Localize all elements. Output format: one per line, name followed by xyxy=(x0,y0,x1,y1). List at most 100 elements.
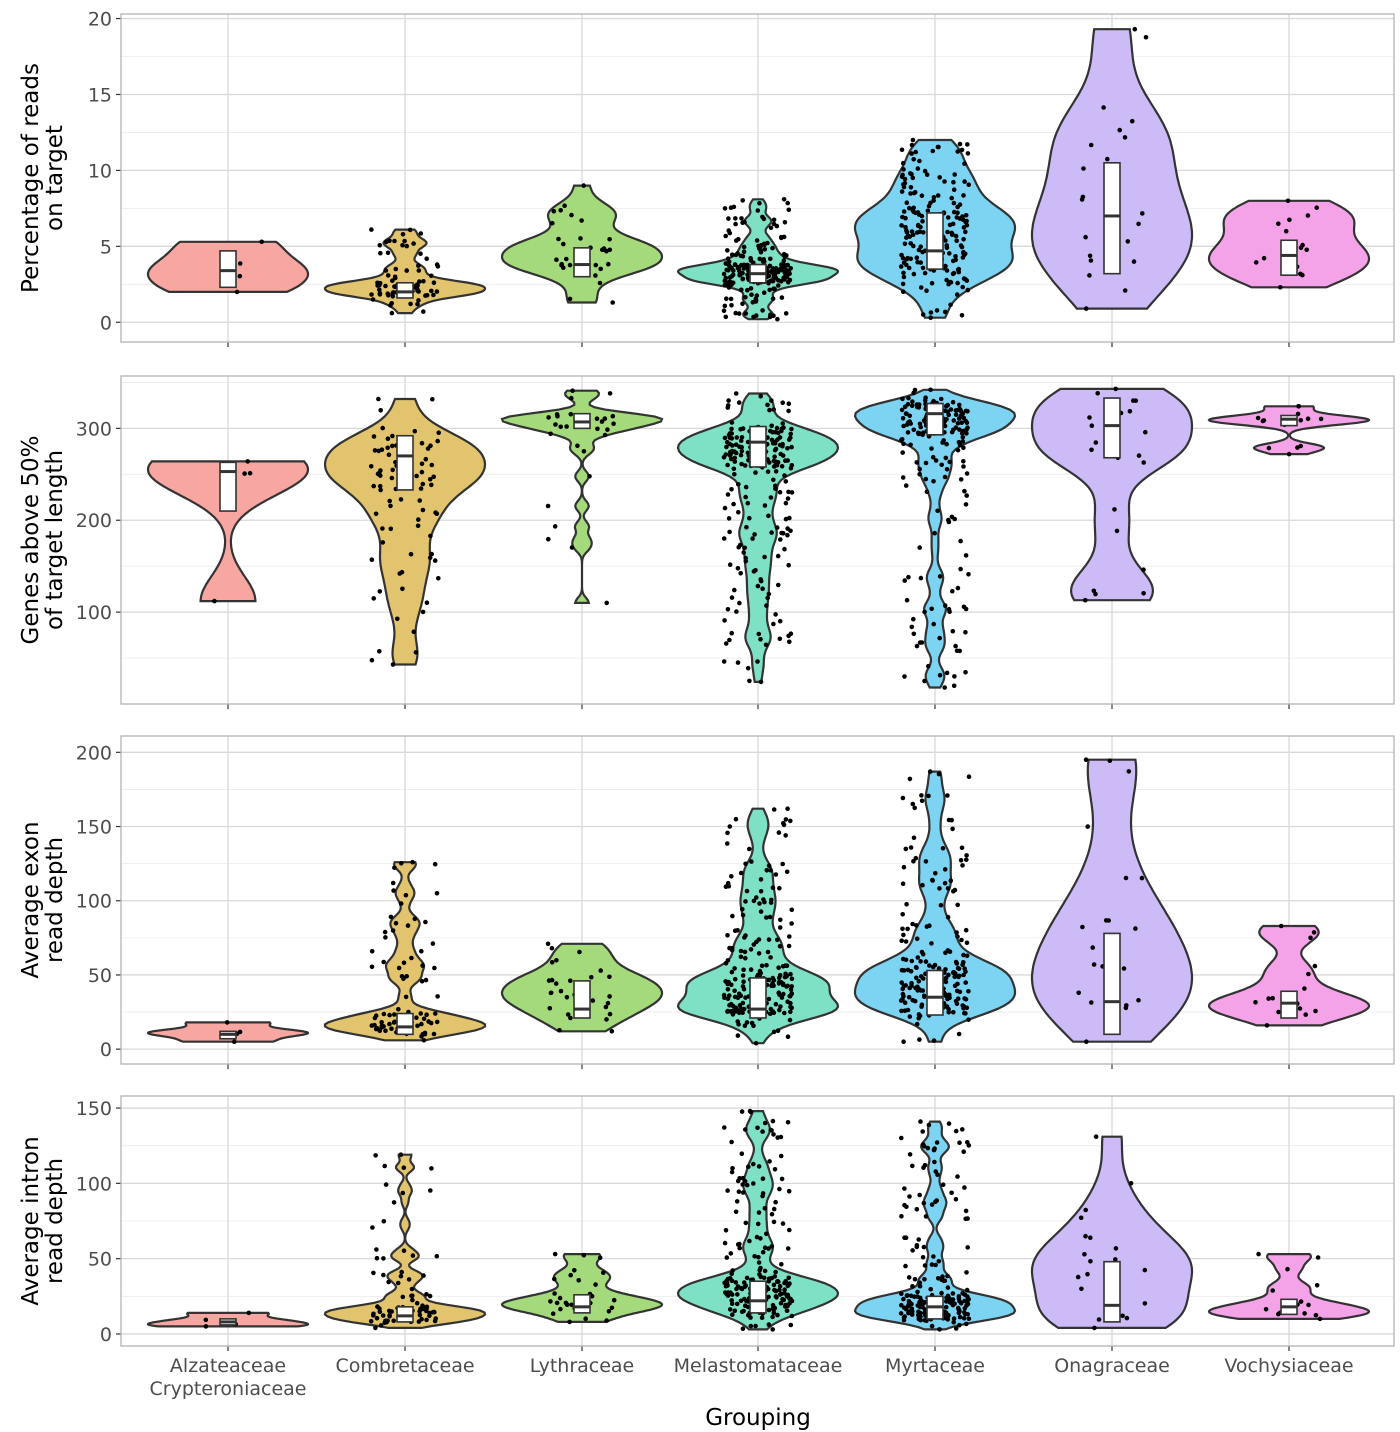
data-point xyxy=(759,242,764,248)
data-point xyxy=(960,284,965,290)
data-point xyxy=(602,432,608,438)
violin-shape xyxy=(500,389,664,604)
data-point xyxy=(595,426,600,432)
data-point xyxy=(722,995,727,1000)
data-point xyxy=(587,474,592,479)
data-point xyxy=(954,930,959,935)
data-point xyxy=(724,296,729,302)
data-point xyxy=(756,951,762,956)
data-point xyxy=(415,523,421,529)
data-point xyxy=(751,314,756,320)
data-point xyxy=(937,175,942,180)
data-point xyxy=(735,566,741,571)
data-point xyxy=(725,492,731,497)
data-point xyxy=(899,223,904,228)
data-point xyxy=(778,1300,784,1306)
data-point xyxy=(1120,1313,1125,1319)
data-point xyxy=(787,1227,792,1233)
data-point xyxy=(934,308,940,313)
data-point xyxy=(597,1255,603,1261)
data-point xyxy=(729,265,734,271)
data-point xyxy=(908,845,914,850)
data-point xyxy=(755,208,761,213)
data-point xyxy=(942,880,948,886)
data-point xyxy=(758,578,764,584)
data-point xyxy=(1318,416,1324,422)
data-point xyxy=(392,275,398,281)
data-point xyxy=(767,407,772,413)
data-point xyxy=(920,312,926,317)
data-point xyxy=(788,1000,793,1006)
data-point xyxy=(729,969,735,975)
data-point xyxy=(930,454,936,460)
data-point xyxy=(732,966,737,971)
data-point xyxy=(917,1192,922,1198)
data-point xyxy=(949,514,955,520)
group-5 xyxy=(853,137,1017,321)
data-point xyxy=(735,1292,740,1297)
data-point xyxy=(727,945,732,951)
data-point xyxy=(373,1153,378,1158)
data-point xyxy=(899,980,904,985)
data-point xyxy=(726,216,731,221)
data-point xyxy=(914,1244,920,1250)
y-tick-label: 100 xyxy=(76,1173,112,1195)
data-point xyxy=(1314,1283,1320,1288)
x-tick-label-line: Crypteroniaceae xyxy=(150,1378,307,1400)
data-point xyxy=(1127,409,1133,414)
data-point xyxy=(380,425,386,431)
y-tick-label: 5 xyxy=(100,236,112,258)
data-point xyxy=(900,160,906,166)
data-point xyxy=(765,240,770,246)
data-point xyxy=(376,396,381,402)
data-point xyxy=(762,503,768,508)
data-point xyxy=(907,205,912,211)
data-point xyxy=(1136,221,1141,227)
data-point xyxy=(383,283,388,289)
data-point xyxy=(915,1289,920,1295)
data-point xyxy=(548,990,554,996)
data-point xyxy=(738,542,743,548)
data-point xyxy=(911,616,916,622)
data-point xyxy=(1278,923,1284,929)
data-point xyxy=(963,996,969,1002)
data-point xyxy=(1095,391,1100,396)
data-point xyxy=(759,963,765,969)
data-point xyxy=(929,606,934,612)
data-point xyxy=(771,217,777,223)
data-point xyxy=(775,269,781,275)
data-point xyxy=(395,1280,401,1286)
y-axis-title-line: Average exon xyxy=(18,821,44,978)
data-point xyxy=(755,583,761,589)
data-point xyxy=(369,292,374,297)
data-point xyxy=(770,245,775,251)
data-point xyxy=(771,621,776,627)
data-point xyxy=(761,216,767,222)
data-point xyxy=(769,1211,775,1217)
data-point xyxy=(727,637,732,643)
data-point xyxy=(431,1031,437,1037)
data-point xyxy=(730,252,735,257)
violin-shape xyxy=(853,388,1017,689)
data-point xyxy=(381,959,387,965)
data-point xyxy=(943,455,949,461)
data-point xyxy=(378,487,383,493)
data-point xyxy=(385,436,391,442)
data-point xyxy=(1141,567,1146,572)
data-point xyxy=(1296,404,1301,409)
data-point xyxy=(783,971,788,977)
data-point xyxy=(390,433,395,439)
data-point xyxy=(749,292,754,298)
data-point xyxy=(740,1182,745,1187)
data-point xyxy=(940,1182,946,1187)
data-point xyxy=(1304,247,1309,253)
data-point xyxy=(723,641,729,646)
data-point xyxy=(576,1278,581,1283)
data-point xyxy=(557,1027,562,1033)
data-point xyxy=(759,1315,765,1320)
data-point xyxy=(932,530,937,536)
data-point xyxy=(919,213,925,219)
data-point xyxy=(964,431,969,436)
data-point xyxy=(785,458,790,463)
data-point xyxy=(740,1190,746,1195)
